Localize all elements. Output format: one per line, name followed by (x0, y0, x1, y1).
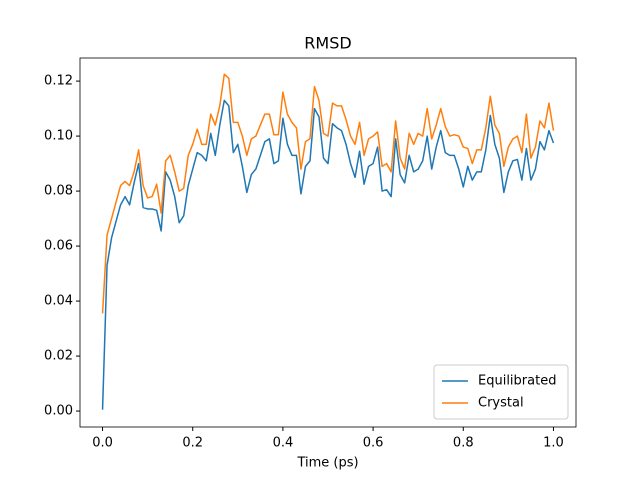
y-tick-label: 0.00 (44, 404, 73, 419)
y-tick-label: 0.12 (44, 74, 73, 89)
x-tick-label: 0.0 (92, 436, 113, 451)
series-line (101, 99, 555, 410)
x-tick-label: 0.8 (453, 436, 474, 451)
axes-frame (79, 57, 577, 428)
y-tick-label: 0.06 (44, 239, 73, 254)
legend-box (433, 364, 569, 420)
x-tick-label: 1.0 (543, 436, 564, 451)
x-tick-label: 0.2 (182, 436, 203, 451)
y-tick-label: 0.04 (44, 294, 73, 309)
legend-label: Equilibrated (478, 374, 556, 389)
y-tick-label: 0.10 (44, 129, 73, 144)
y-tick-label: 0.08 (44, 184, 73, 199)
y-tick-label: 0.02 (44, 349, 73, 364)
x-axis-label: Time (ps) (296, 456, 358, 471)
legend-label: Crystal (478, 396, 524, 411)
x-tick-label: 0.4 (273, 436, 294, 451)
chart-title: RMSD (304, 34, 351, 53)
x-tick-label: 0.6 (363, 436, 384, 451)
series-line (101, 73, 555, 314)
